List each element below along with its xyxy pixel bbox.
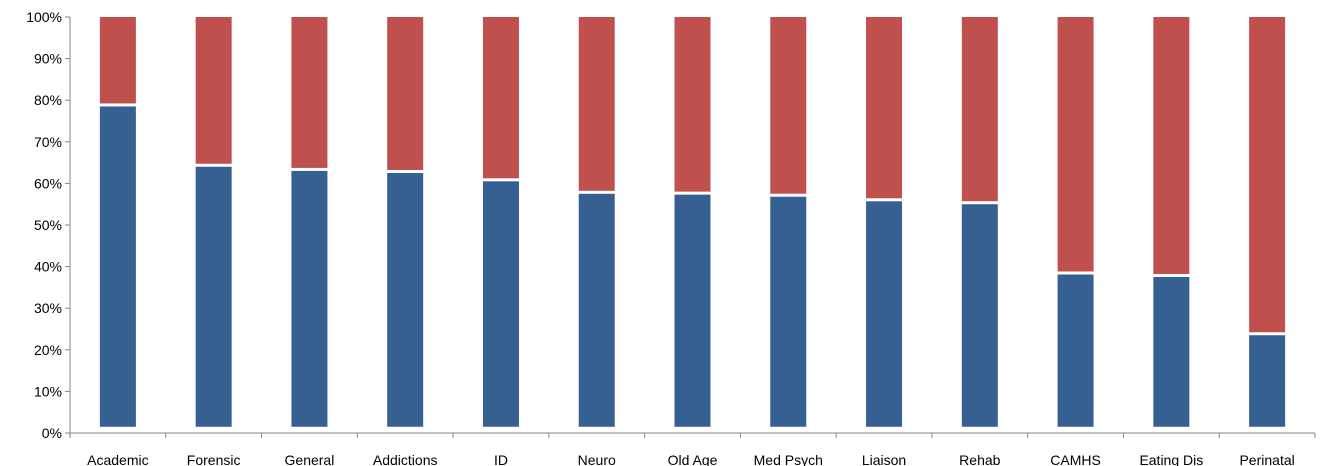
y-tick-label: 100% <box>26 9 62 25</box>
x-category-label: ID <box>494 452 508 466</box>
bar-segment-bottom <box>1057 274 1094 427</box>
bar-segment-top <box>1249 17 1286 333</box>
x-category-label: Academic <box>87 452 148 466</box>
y-tick-label: 10% <box>34 383 62 399</box>
x-category-label: Old Age <box>668 452 718 466</box>
bar-segment-bottom <box>1249 335 1286 427</box>
bars <box>99 17 1286 427</box>
category-labels: Academic Forensic General Addictions ID Neuro… <box>87 452 1295 466</box>
bar-segment-top <box>578 17 615 191</box>
x-category-label: CAMHS <box>1050 452 1101 466</box>
x-category-label: Perinatal <box>1239 452 1294 466</box>
bar-segment-bottom <box>866 201 903 427</box>
y-tick-label: 0% <box>42 425 62 441</box>
x-category-label: Liaison <box>862 452 906 466</box>
bar-segment-top <box>770 17 807 194</box>
y-tick-label: 70% <box>34 134 62 150</box>
y-tick-label: 20% <box>34 342 62 358</box>
y-tick-label: 30% <box>34 300 62 316</box>
x-category-label: Rehab <box>959 452 1000 466</box>
x-category-label: Med Psych <box>754 452 823 466</box>
y-tick-label: 80% <box>34 92 62 108</box>
bar-segment-bottom <box>387 173 424 427</box>
x-category-label: Forensic <box>187 452 241 466</box>
bar-segment-bottom <box>578 193 615 427</box>
bar-segment-top <box>674 17 711 192</box>
y-axis: 0% 10% 20% 30% 40% 50% 60% 70% 80% 90% 100% <box>26 9 71 441</box>
y-tick-label: 90% <box>34 51 62 67</box>
bar-segment-top <box>1057 17 1094 272</box>
bar-segment-top <box>387 17 424 170</box>
bar-segment-top <box>866 17 903 199</box>
x-category-label: Addictions <box>373 452 438 466</box>
bar-segment-bottom <box>99 106 136 427</box>
x-axis <box>69 432 1316 438</box>
bar-segment-top <box>961 17 998 202</box>
bar-segment-bottom <box>291 170 328 427</box>
bar-segment-bottom <box>1153 277 1190 427</box>
bar-segment-top <box>99 17 136 104</box>
bar-segment-top <box>291 17 328 168</box>
y-tick-label: 40% <box>34 259 62 275</box>
bar-segment-top <box>195 17 232 164</box>
bar-segment-bottom <box>961 204 998 427</box>
bar-segment-bottom <box>195 166 232 427</box>
bar-segment-bottom <box>482 181 519 427</box>
bar-segment-top <box>482 17 519 179</box>
y-tick-label: 50% <box>34 217 62 233</box>
x-category-label: Neuro <box>578 452 616 466</box>
bar-segment-top <box>1153 17 1190 274</box>
x-category-label: General <box>285 452 335 466</box>
x-category-label: Eating Dis <box>1139 452 1203 466</box>
y-tick-label: 60% <box>34 175 62 191</box>
bar-segment-bottom <box>770 196 807 427</box>
bar-segment-bottom <box>674 194 711 427</box>
